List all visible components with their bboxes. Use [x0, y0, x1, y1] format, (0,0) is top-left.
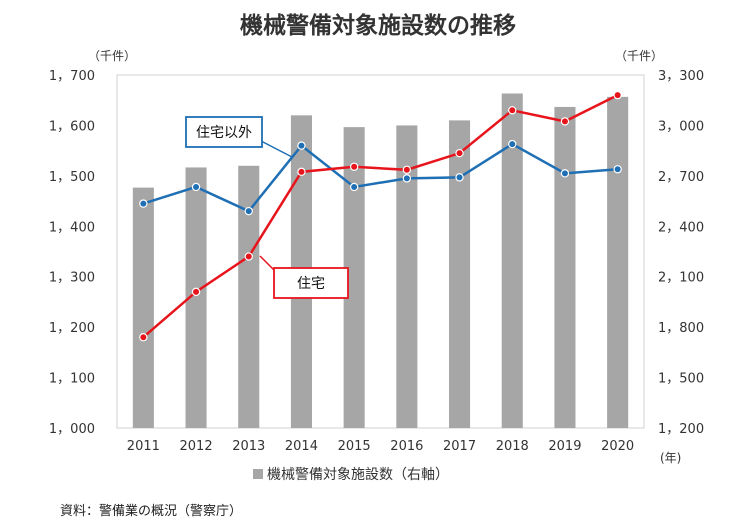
- point-home-2011: [139, 333, 148, 342]
- callout-other: 住宅以外: [185, 116, 293, 158]
- point-other-2013: [244, 206, 253, 216]
- legend-swatch-bar: [253, 469, 263, 479]
- x-tick-2018: 2018: [496, 439, 529, 454]
- x-tick-2014: 2014: [285, 439, 318, 454]
- callout-other-leader: [260, 140, 293, 158]
- point-home-2016: [402, 165, 412, 175]
- left-tick-1600: 1，600: [49, 119, 95, 134]
- left-tick-1700: 1，700: [49, 69, 95, 84]
- point-home-2013: [244, 252, 253, 261]
- left-tick-1100: 1，100: [49, 372, 95, 387]
- x-tick-2015: 2015: [338, 439, 371, 454]
- point-home-2019: [560, 117, 570, 126]
- point-home-2017: [455, 148, 464, 158]
- point-other-2014: [297, 141, 306, 150]
- bar-2020: [607, 96, 629, 428]
- left-tick-1400: 1，400: [49, 220, 95, 235]
- legend-label-bar: 機械警備対象施設数（右軸）: [267, 467, 449, 483]
- right-tick-2400: 2，400: [658, 220, 704, 235]
- point-home-2012: [191, 287, 201, 297]
- legend: 機械警備対象施設数（右軸）: [253, 467, 449, 483]
- point-other-2011: [139, 199, 148, 208]
- point-other-2016: [402, 174, 412, 183]
- right-tick-1500: 1，500: [658, 372, 704, 387]
- point-other-2015: [349, 182, 359, 192]
- line-series: [139, 90, 622, 342]
- right-axis-ticks: 1，200 1，500 1，800 2，100 2，400 2，700 3，000 3，300: [658, 69, 704, 437]
- point-home-2018: [508, 106, 517, 115]
- point-other-2018: [508, 139, 517, 149]
- point-home-2014: [297, 167, 306, 177]
- bar-2011: [132, 187, 154, 428]
- x-tick-2019: 2019: [548, 439, 581, 454]
- right-axis-unit: （千件）: [615, 49, 663, 63]
- point-other-2017: [455, 173, 464, 182]
- right-tick-2700: 2，700: [658, 170, 704, 185]
- point-home-2015: [349, 162, 359, 171]
- bar-series: [132, 93, 629, 428]
- x-tick-2012: 2012: [180, 439, 213, 454]
- left-axis-ticks: 1，000 1，100 1，200 1，300 1，400 1，500 1，600 1，700: [49, 69, 95, 437]
- point-home-2020: [613, 90, 622, 100]
- callout-home-box: [273, 267, 349, 299]
- point-other-2019: [560, 169, 570, 178]
- callout-other-label: 住宅以外: [196, 125, 252, 141]
- left-tick-1500: 1，500: [49, 170, 95, 185]
- bar-2017: [449, 120, 471, 428]
- x-tick-2017: 2017: [443, 439, 476, 454]
- bar-2015: [343, 127, 365, 428]
- bar-2018: [501, 93, 523, 428]
- plot-area: [116, 74, 645, 429]
- x-tick-2013: 2013: [232, 439, 265, 454]
- point-other-2020: [613, 165, 622, 174]
- bar-2019: [554, 106, 576, 428]
- callout-other-box: [185, 116, 263, 148]
- x-tick-2011: 2011: [127, 439, 160, 454]
- line-series-home: [142, 94, 619, 339]
- x-axis-ticks: 2011 2012 2013 2014 2015 2016 2017 2018 2019 2020: [127, 439, 634, 454]
- right-tick-3000: 3，000: [658, 119, 704, 134]
- left-tick-1300: 1，300: [49, 271, 95, 286]
- bar-2016: [396, 125, 418, 428]
- callout-home-label: 住宅: [297, 276, 325, 292]
- left-axis-unit: （千件）: [88, 49, 136, 63]
- x-tick-2020: 2020: [601, 439, 634, 454]
- right-tick-1800: 1，800: [658, 321, 704, 336]
- left-tick-1000: 1，000: [49, 422, 95, 437]
- line-series-other: [142, 142, 618, 213]
- right-tick-3300: 3，300: [658, 69, 704, 84]
- x-tick-2016: 2016: [390, 439, 423, 454]
- x-axis-unit: (年): [660, 451, 681, 465]
- bar-2013: [238, 165, 260, 428]
- callout-home: 住宅: [259, 255, 349, 299]
- left-tick-1200: 1，200: [49, 321, 95, 336]
- right-tick-1200: 1，200: [658, 422, 704, 437]
- source-note: 資料：警備業の概況（警察庁）: [60, 503, 242, 519]
- bar-2012: [185, 167, 207, 428]
- callout-home-leader: [259, 255, 275, 271]
- right-tick-2100: 2，100: [658, 271, 704, 286]
- point-other-2012: [191, 182, 201, 192]
- chart-title: 機械警備対象施設数の推移: [240, 12, 516, 39]
